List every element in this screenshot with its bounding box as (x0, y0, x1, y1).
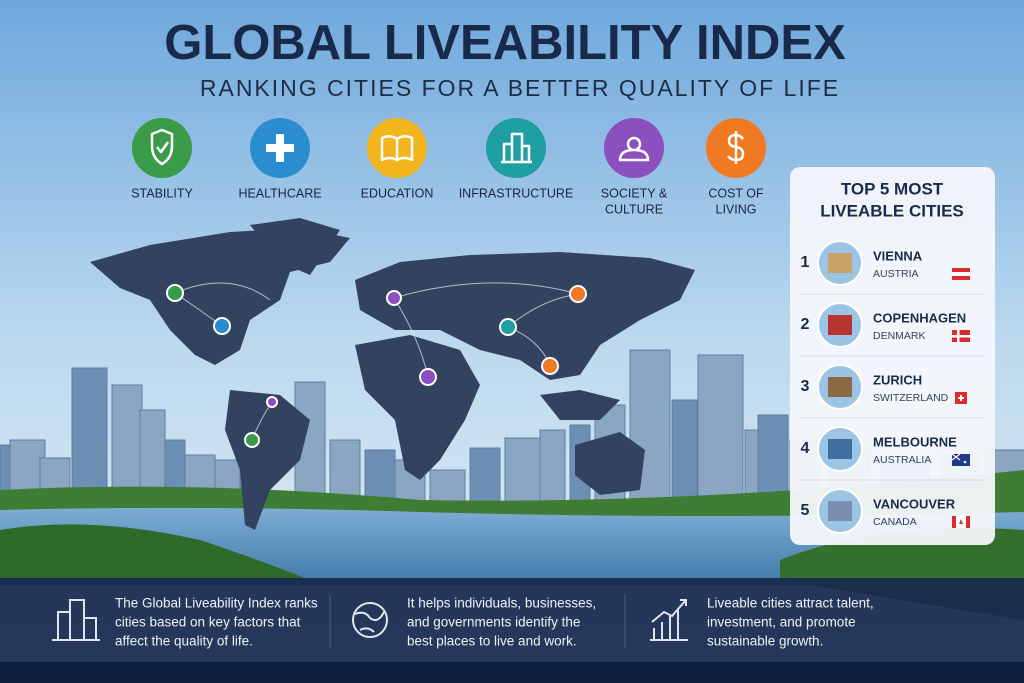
factor-glyph (727, 131, 745, 164)
flag (951, 453, 961, 461)
country-name: AUSTRALIA (873, 454, 931, 466)
building (697, 354, 744, 521)
city-name: COPENHAGEN (873, 310, 966, 325)
footer-line: and governments identify the (407, 615, 580, 630)
flag (959, 519, 963, 524)
factor-label: HEALTHCARE (238, 186, 321, 200)
city-photo-building (828, 377, 852, 397)
factor-icon (486, 118, 546, 178)
factor-glyph (501, 132, 532, 164)
footer-icons (52, 599, 688, 641)
factor-label: SOCIETY & (601, 186, 668, 200)
subtitle: RANKING CITIES FOR A BETTER QUALITY OF L… (200, 75, 840, 101)
city-photo-building (828, 253, 852, 273)
flag (955, 392, 967, 404)
flag (952, 335, 970, 338)
country-name: SWITZERLAND (873, 392, 949, 404)
flag (952, 268, 970, 280)
country-name: AUSTRIA (873, 268, 919, 280)
city-name: VIENNA (873, 248, 923, 263)
city-photo-building (828, 439, 852, 459)
flag (952, 516, 970, 528)
flag (952, 272, 970, 276)
city-photo-building (828, 315, 852, 335)
factor-label: EDUCATION (361, 186, 434, 200)
country-name: DENMARK (873, 330, 926, 342)
factor-label: INFRASTRUCTURE (459, 186, 574, 200)
rank: 4 (801, 440, 810, 457)
world-map (90, 218, 695, 530)
rank: 2 (801, 316, 810, 333)
footer-line: Liveable cities attract talent, (707, 596, 874, 611)
factor-label: LIVING (716, 202, 757, 216)
footer-line: It helps individuals, businesses, (407, 596, 596, 611)
factor-icon (132, 118, 192, 178)
flag (963, 460, 967, 464)
footer-line: cities based on key factors that (115, 615, 301, 630)
rank: 1 (801, 254, 810, 271)
footer-text: The Global Liveability Index ranks cities… (115, 596, 874, 649)
factor-glyph (150, 128, 174, 166)
footer-line: sustainable growth. (707, 634, 823, 649)
country-name: CANADA (873, 516, 917, 528)
ranking: TOP 5 MOST LIVEABLE CITIES 1 VIENNA AUSTRIA 2… (800, 179, 985, 534)
flag (951, 453, 970, 466)
footer-line: investment, and promote (707, 615, 856, 630)
rank: 3 (801, 378, 810, 395)
trees (0, 524, 310, 580)
factor-label: CULTURE (605, 202, 663, 216)
city-name: VANCOUVER (873, 496, 956, 511)
factor-glyph (266, 134, 294, 162)
footer-line: The Global Liveability Index ranks (115, 596, 318, 611)
factor-icon (604, 118, 664, 178)
title: GLOBAL LIVEABILITY INDEX (164, 16, 846, 70)
ranking-title: LIVEABLE CITIES (820, 201, 964, 220)
ranking-title: TOP 5 MOST (841, 179, 944, 198)
rank: 5 (801, 502, 810, 519)
city-photo-building (828, 501, 852, 521)
factors: STABILITY HEALTHCARE EDUCATION INFRASTRUCTU… (131, 118, 766, 216)
factor-glyph (380, 135, 414, 162)
factor-label: STABILITY (131, 186, 193, 200)
footer (0, 578, 1024, 662)
city-name: ZURICH (873, 372, 922, 387)
city-name: MELBOURNE (873, 434, 957, 449)
footer-line: best places to live and work. (407, 634, 577, 649)
flag (958, 395, 964, 401)
footer-line: affect the quality of life. (115, 634, 253, 649)
footer-strip (0, 662, 1024, 683)
flag (952, 330, 970, 342)
building (629, 349, 671, 521)
factor-label: COST OF (708, 186, 764, 200)
factor-glyph (618, 136, 650, 162)
